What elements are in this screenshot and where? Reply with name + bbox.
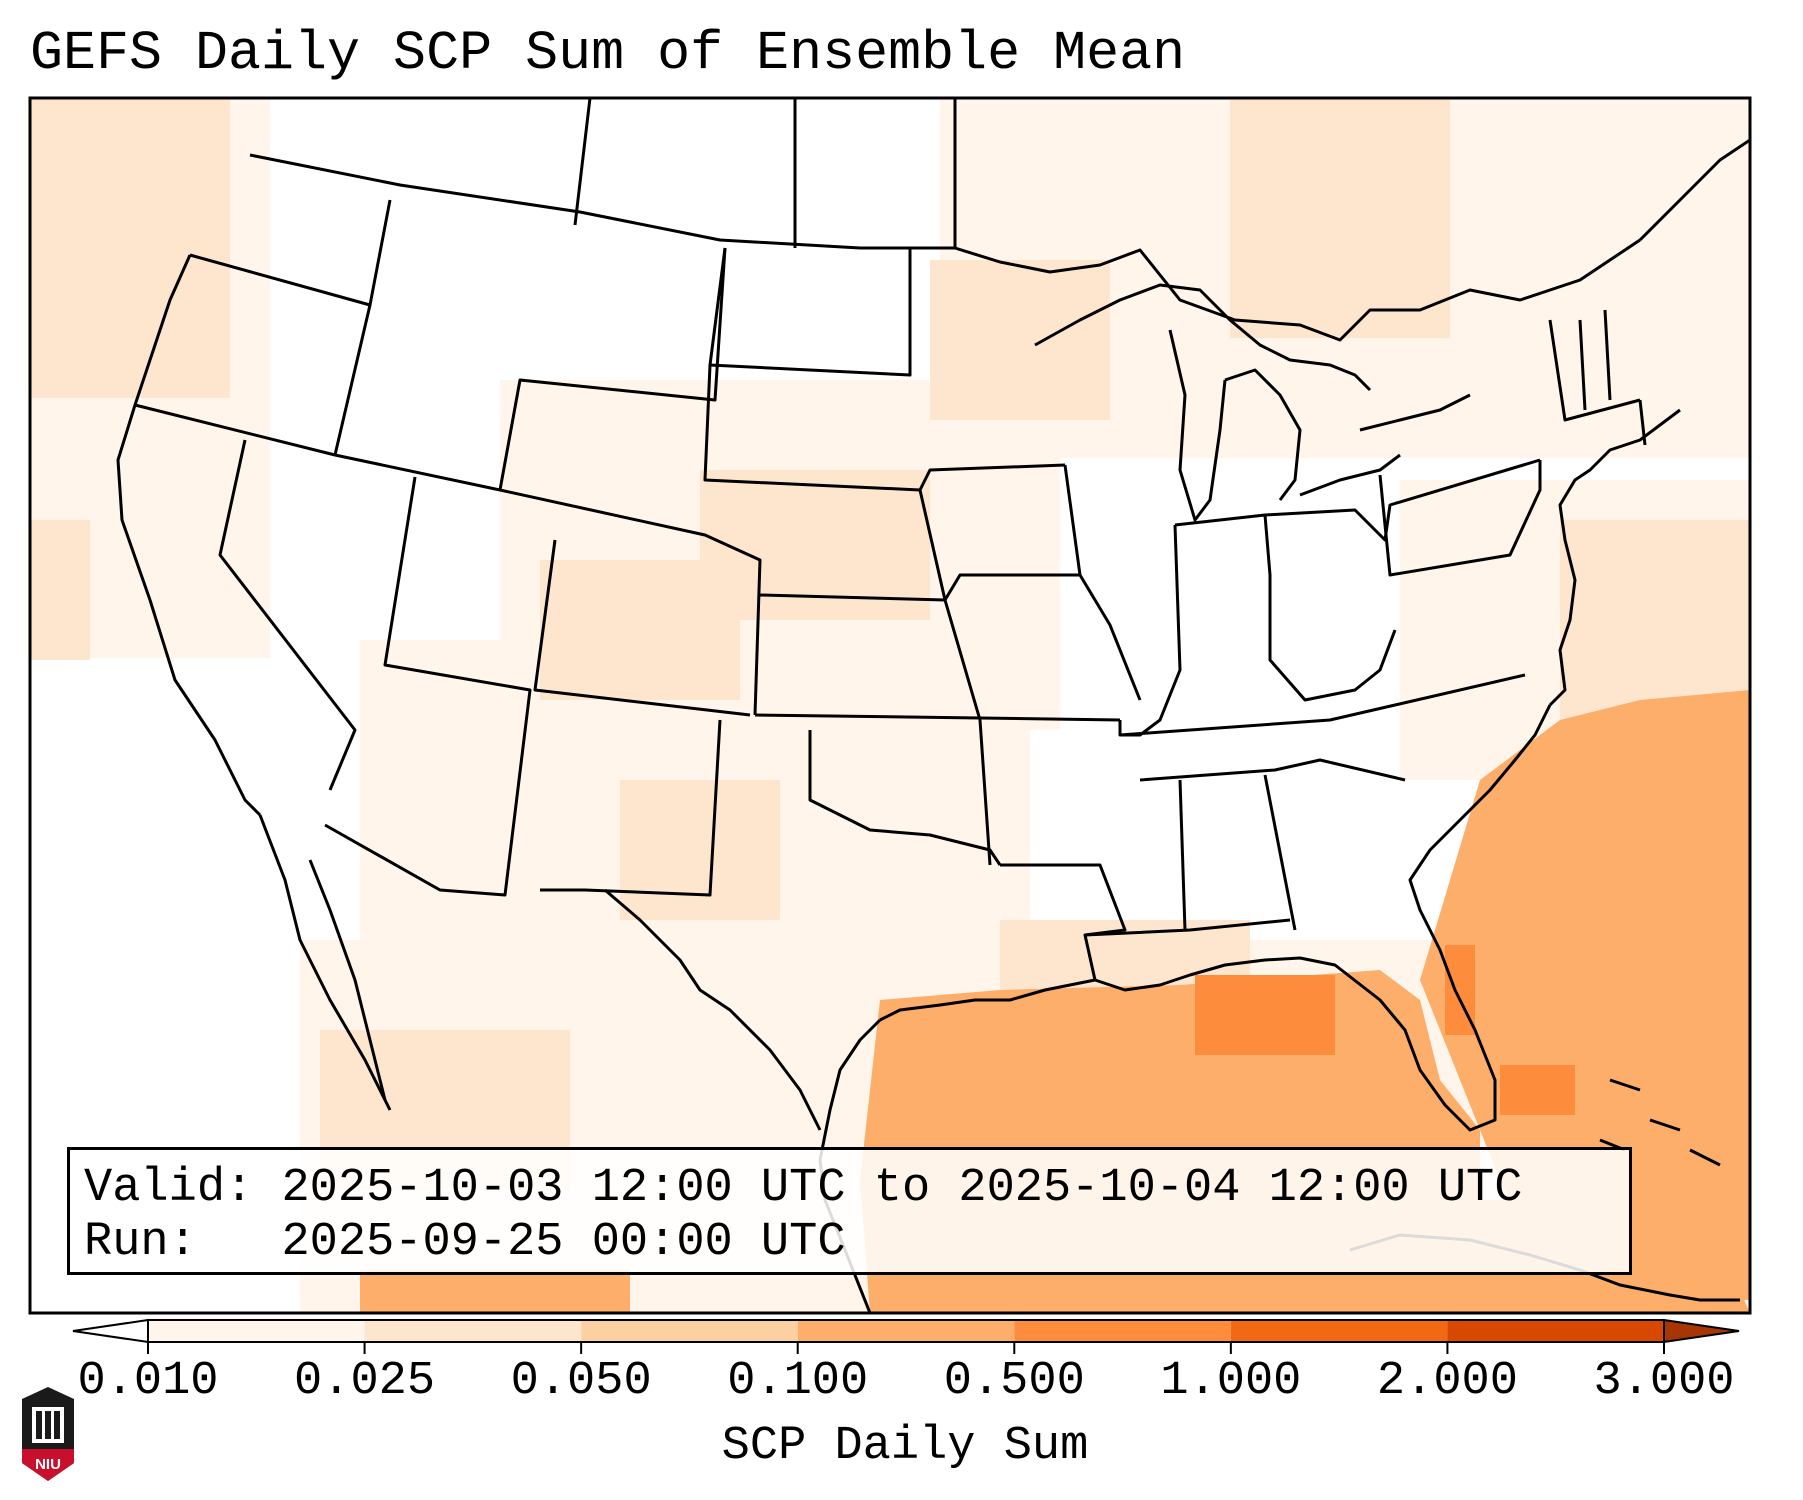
colorbar-tick-label: 1.000 [1160, 1355, 1302, 1408]
valid-line: Valid: 2025-10-03 12:00 UTC to 2025-10-0… [84, 1162, 1522, 1215]
colorbar-segment [364, 1320, 582, 1342]
colorbar-tick-label: 0.100 [727, 1355, 869, 1408]
colorbar-segment [581, 1320, 798, 1342]
colorbar-label: SCP Daily Sum [721, 1420, 1089, 1473]
valid-value: 2025-10-03 12:00 UTC to 2025-10-04 12:00… [281, 1162, 1523, 1215]
map-frame [28, 96, 1752, 1315]
colorbar-outline [147, 1319, 1665, 1343]
valid-label: Valid: [84, 1162, 254, 1215]
colorbar-tick-label: 3.000 [1593, 1355, 1735, 1408]
colorbar-segment [1230, 1320, 1448, 1342]
colorbar-tick-label: 0.500 [943, 1355, 1085, 1408]
niu-logo-icon: NIU [22, 1387, 74, 1481]
colorbar-tick-label: 0.010 [77, 1355, 219, 1408]
colorbar-segment [1447, 1320, 1664, 1342]
run-line: Run: 2025-09-25 00:00 UTC [84, 1216, 846, 1269]
colorbar-tick-label: 0.025 [294, 1355, 436, 1408]
colorbar-tick-label: 0.050 [510, 1355, 652, 1408]
colorbar-segment [148, 1320, 365, 1342]
valid-run-info-box: Valid: 2025-10-03 12:00 UTC to 2025-10-0… [67, 1147, 1632, 1275]
colorbar-segment [797, 1320, 1015, 1342]
colorbar [72, 1318, 1740, 1354]
colorbar-segment [1014, 1320, 1231, 1342]
run-label: Run: [84, 1216, 197, 1269]
run-value: 2025-09-25 00:00 UTC [281, 1216, 846, 1269]
state-borders [116, 98, 1647, 981]
colorbar-extend-max [1663, 1318, 1740, 1344]
svg-text:NIU: NIU [35, 1456, 61, 1473]
colorbar-extend-min [72, 1318, 149, 1344]
colorbar-tick-label: 2.000 [1376, 1355, 1518, 1408]
map-title: GEFS Daily SCP Sum of Ensemble Mean [30, 22, 1186, 85]
